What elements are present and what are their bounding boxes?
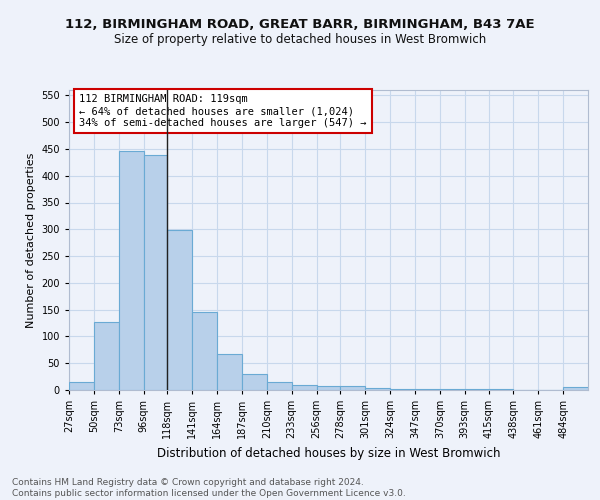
Bar xyxy=(217,354,242,390)
Bar xyxy=(365,388,390,390)
Text: 112, BIRMINGHAM ROAD, GREAT BARR, BIRMINGHAM, B43 7AE: 112, BIRMINGHAM ROAD, GREAT BARR, BIRMIN… xyxy=(65,18,535,30)
Bar xyxy=(415,389,440,390)
Text: 112 BIRMINGHAM ROAD: 119sqm
← 64% of detached houses are smaller (1,024)
34% of : 112 BIRMINGHAM ROAD: 119sqm ← 64% of det… xyxy=(79,94,367,128)
Bar xyxy=(94,322,119,390)
Bar xyxy=(192,312,217,390)
Bar xyxy=(292,384,317,390)
Bar xyxy=(143,156,167,390)
Bar xyxy=(563,387,588,390)
Bar xyxy=(267,382,292,390)
Bar xyxy=(242,374,267,390)
Bar xyxy=(317,386,340,390)
Bar xyxy=(167,230,192,390)
Text: Size of property relative to detached houses in West Bromwich: Size of property relative to detached ho… xyxy=(114,32,486,46)
X-axis label: Distribution of detached houses by size in West Bromwich: Distribution of detached houses by size … xyxy=(157,446,500,460)
Bar xyxy=(119,150,143,390)
Bar xyxy=(69,382,94,390)
Bar xyxy=(390,389,415,390)
Bar xyxy=(340,386,365,390)
Text: Contains HM Land Registry data © Crown copyright and database right 2024.
Contai: Contains HM Land Registry data © Crown c… xyxy=(12,478,406,498)
Y-axis label: Number of detached properties: Number of detached properties xyxy=(26,152,36,328)
